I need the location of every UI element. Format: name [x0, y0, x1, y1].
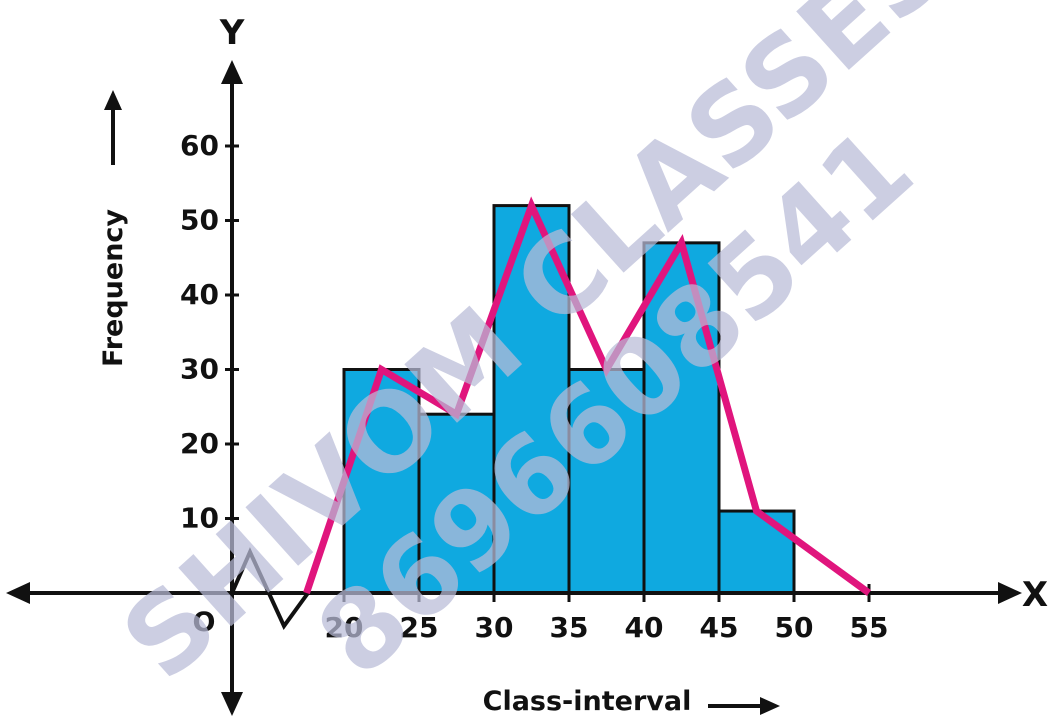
x-axis-arrow-right — [998, 582, 1022, 604]
origin-label: O — [193, 607, 216, 638]
y-tick-label: 20 — [180, 427, 219, 460]
y-tick-label: 60 — [180, 129, 219, 162]
y-axis-title: Frequency — [98, 209, 129, 367]
y-axis-arrow-up — [221, 60, 243, 84]
y-axis-arrow-down — [221, 692, 243, 716]
y-tick-label: 30 — [180, 353, 219, 386]
x-tick-label: 25 — [400, 611, 439, 644]
ticks-layer: 10 20 30 40 50 60 20 25 30 35 40 45 50 55 — [180, 129, 888, 644]
histogram-bar-25-30 — [417, 412, 496, 595]
y-tick-label: 50 — [180, 204, 219, 237]
x-tick-label: 45 — [700, 611, 739, 644]
frequency-polygon-line — [303, 196, 872, 596]
y-tick-label: 40 — [180, 278, 219, 311]
x-axis-title: Class-interval — [483, 686, 692, 717]
x-axis-letter: X — [1022, 575, 1048, 615]
x-tick-label: 35 — [550, 611, 589, 644]
x-tick-label: 20 — [325, 611, 364, 644]
x-tick-label: 40 — [625, 611, 664, 644]
xlabel-arrow-head — [760, 697, 780, 715]
y-tick-label: 10 — [180, 502, 219, 535]
histogram-bar-45-50 — [717, 509, 796, 595]
axis-break-zigzag — [230, 547, 310, 630]
axes-layer — [6, 60, 1022, 716]
ylabel-arrow-head — [104, 90, 122, 110]
x-axis-arrow-left — [6, 582, 30, 604]
x-tick-label: 30 — [475, 611, 514, 644]
y-axis-letter: Y — [219, 13, 245, 53]
x-tick-label: 50 — [775, 611, 814, 644]
x-tick-label: 55 — [850, 611, 889, 644]
labels-layer: Y X O Frequency Class-interval — [98, 13, 1048, 717]
